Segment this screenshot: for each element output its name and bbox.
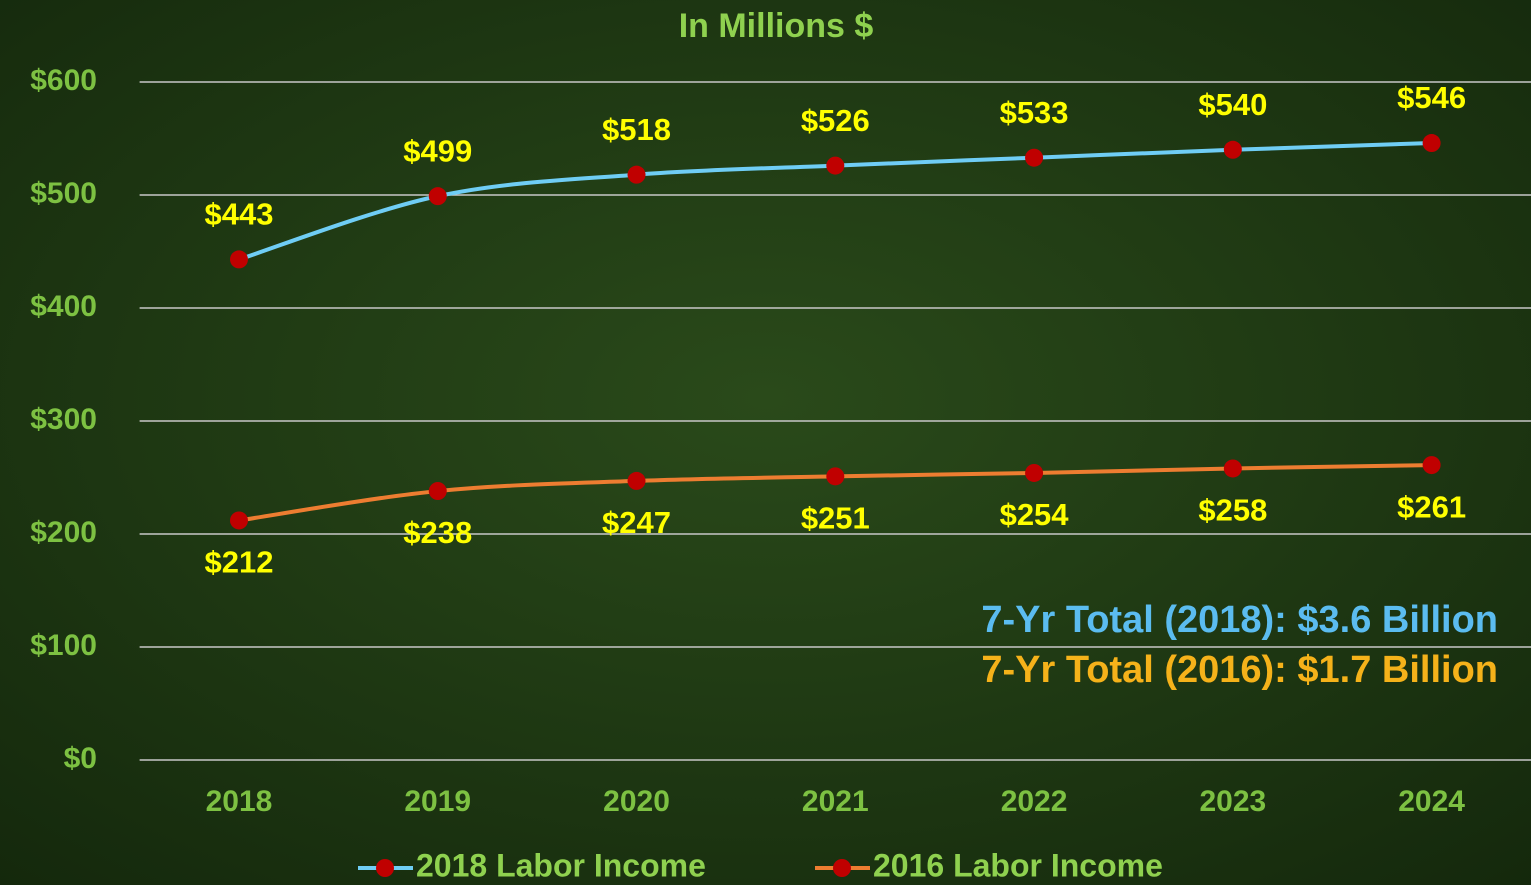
- data-point: [826, 467, 845, 486]
- data-point: [1223, 140, 1242, 159]
- y-tick-label: $300: [30, 403, 97, 436]
- data-label: $254: [1000, 497, 1070, 532]
- legend-marker: [833, 859, 851, 877]
- data-point: [826, 156, 845, 175]
- x-tick-label: 2020: [603, 785, 670, 818]
- data-point: [1422, 456, 1441, 475]
- y-tick-label: $500: [30, 177, 97, 210]
- y-tick-label: $400: [30, 290, 97, 323]
- data-point: [1025, 463, 1044, 482]
- data-label: $261: [1397, 489, 1466, 524]
- data-label: $533: [1000, 95, 1069, 130]
- data-label: $526: [801, 103, 870, 138]
- data-label: $238: [403, 515, 472, 550]
- data-label: $247: [602, 505, 671, 540]
- data-label: $499: [403, 133, 472, 168]
- x-tick-label: 2024: [1398, 785, 1465, 818]
- data-point: [627, 165, 646, 184]
- x-tick-label: 2018: [206, 785, 273, 818]
- data-label: $518: [602, 112, 671, 147]
- y-tick-label: $600: [30, 64, 97, 97]
- data-label: $212: [205, 545, 274, 580]
- data-label: $258: [1198, 493, 1267, 528]
- y-tick-label: $100: [30, 629, 97, 662]
- data-label: $251: [801, 501, 870, 536]
- data-point: [428, 187, 447, 206]
- x-tick-label: 2019: [404, 785, 471, 818]
- data-label: $540: [1198, 87, 1267, 122]
- data-point: [229, 250, 248, 269]
- y-tick-label: $200: [30, 516, 97, 549]
- x-tick-label: 2021: [802, 785, 869, 818]
- annotation: 7-Yr Total (2016): $1.7 Billion: [981, 649, 1498, 691]
- data-point: [1223, 459, 1242, 478]
- x-tick-label: 2023: [1199, 785, 1266, 818]
- data-point: [229, 511, 248, 530]
- y-tick-label: $0: [64, 742, 97, 775]
- data-point: [1025, 148, 1044, 167]
- chart-title: In Millions $: [679, 7, 874, 45]
- data-point: [627, 471, 646, 490]
- data-label: $443: [205, 197, 274, 232]
- x-tick-label: 2022: [1001, 785, 1068, 818]
- legend-label: 2016 Labor Income: [873, 847, 1163, 883]
- annotation: 7-Yr Total (2018): $3.6 Billion: [981, 599, 1498, 641]
- legend-marker: [376, 859, 394, 877]
- data-point: [1422, 134, 1441, 153]
- data-point: [428, 482, 447, 501]
- data-label: $546: [1397, 80, 1466, 115]
- legend-label: 2018 Labor Income: [416, 847, 706, 883]
